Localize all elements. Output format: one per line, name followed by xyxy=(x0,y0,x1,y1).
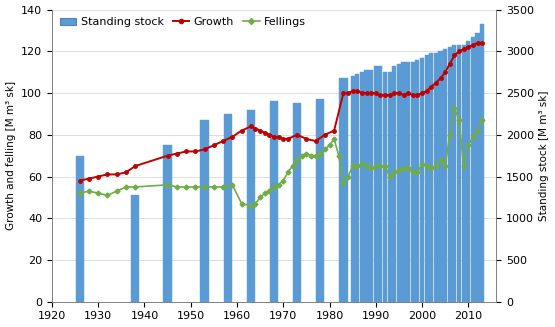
Bar xyxy=(443,49,447,302)
Bar xyxy=(457,45,461,302)
Bar xyxy=(429,53,433,302)
Bar xyxy=(379,66,382,302)
Bar xyxy=(355,74,359,302)
Bar xyxy=(224,114,232,302)
Bar xyxy=(247,110,255,302)
Bar xyxy=(293,103,301,302)
Bar xyxy=(200,120,209,302)
Bar xyxy=(471,37,475,302)
Bar xyxy=(316,99,325,302)
Bar xyxy=(406,62,410,302)
Bar xyxy=(387,72,392,302)
Bar xyxy=(369,70,373,302)
Bar xyxy=(415,60,420,302)
Bar xyxy=(425,56,428,302)
Bar xyxy=(420,58,424,302)
Bar xyxy=(75,156,84,302)
Bar xyxy=(270,101,278,302)
Bar xyxy=(397,64,401,302)
Bar xyxy=(351,76,355,302)
Bar xyxy=(339,78,347,302)
Bar xyxy=(448,47,452,302)
Bar xyxy=(434,53,438,302)
Bar xyxy=(480,24,485,302)
Bar xyxy=(163,145,171,302)
Legend: Standing stock, Growth, Fellings: Standing stock, Growth, Fellings xyxy=(58,15,309,29)
Bar xyxy=(360,72,364,302)
Bar xyxy=(438,51,443,302)
Bar xyxy=(411,62,415,302)
Bar xyxy=(452,45,457,302)
Bar xyxy=(401,62,406,302)
Bar xyxy=(383,72,387,302)
Y-axis label: Growth and felling [M m³ sk]: Growth and felling [M m³ sk] xyxy=(6,81,16,230)
Bar xyxy=(131,195,139,302)
Bar xyxy=(476,32,480,302)
Y-axis label: Standing stock [M m³ sk]: Standing stock [M m³ sk] xyxy=(539,90,549,221)
Bar xyxy=(466,41,471,302)
Bar xyxy=(392,66,396,302)
Bar xyxy=(374,66,378,302)
Bar xyxy=(365,70,369,302)
Bar xyxy=(462,45,466,302)
